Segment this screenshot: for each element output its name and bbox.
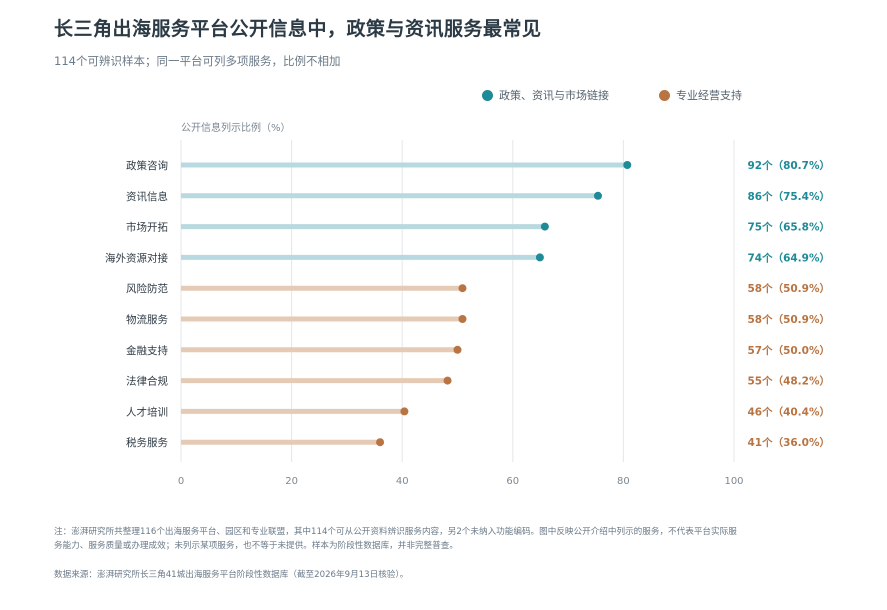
value-label: 41个（36.0%） — [747, 436, 830, 449]
lollipop-dot — [535, 253, 544, 262]
x-tick-label: 60 — [506, 476, 519, 487]
lollipop-dot — [376, 438, 385, 447]
value-label: 57个（50.0%） — [747, 344, 830, 357]
chart-subtitle: 114个可辨识样本；同一平台可列多项服务，比例不相加 — [54, 54, 341, 68]
value-label: 75个（65.8%） — [747, 221, 830, 234]
category-label: 金融支持 — [126, 344, 168, 357]
x-tick-label: 20 — [285, 476, 298, 487]
legend-item-professional: 专业经营支持 — [659, 87, 742, 103]
footnote: 注：澎湃研究所共整理116个出海服务平台、园区和专业联盟，其中114个可从公开资… — [54, 527, 737, 551]
lollipop-dot — [458, 284, 467, 293]
chart-title: 长三角出海服务平台公开信息中，政策与资讯服务最常见 — [54, 18, 542, 40]
lollipop-dot — [458, 315, 467, 323]
category-label: 资讯信息 — [126, 190, 168, 203]
lollipop-dot — [400, 407, 409, 416]
x-tick-label: 100 — [724, 476, 743, 487]
lollipop-dot — [540, 222, 549, 231]
lollipop-dot — [453, 345, 462, 354]
category-label: 风险防范 — [126, 282, 168, 295]
legend: 政策、资讯与市场链接 专业经营支持 — [482, 87, 742, 103]
category-label: 海外资源对接 — [105, 251, 168, 264]
value-label: 58个（50.9%） — [747, 282, 830, 295]
value-label: 58个（50.9%） — [747, 313, 830, 326]
lollipop-dot — [593, 191, 602, 200]
x-axis-label: 公开信息列示比例（%） — [181, 123, 291, 134]
legend-label: 政策、资讯与市场链接 — [499, 89, 609, 102]
value-label: 86个（75.4%） — [747, 190, 830, 203]
value-label: 92个（80.7%） — [747, 159, 830, 172]
category-label: 人才培训 — [126, 405, 168, 418]
category-label: 税务服务 — [126, 436, 168, 449]
x-tick-label: 0 — [178, 476, 184, 487]
lollipop-dot — [443, 376, 452, 385]
legend-dot-icon — [482, 89, 493, 101]
value-label: 55个（48.2%） — [747, 375, 830, 388]
legend-label: 专业经营支持 — [676, 89, 742, 102]
legend-dot-icon — [659, 89, 670, 101]
value-label: 74个（64.9%） — [747, 251, 830, 264]
lollipop-dot — [623, 161, 632, 169]
category-label: 物流服务 — [126, 313, 168, 326]
category-label: 政策咨询 — [126, 159, 168, 172]
value-label: 46个（40.4%） — [747, 405, 830, 418]
x-tick-label: 40 — [396, 476, 409, 487]
category-label: 市场开拓 — [126, 221, 168, 234]
legend-item-policy: 政策、资讯与市场链接 — [482, 87, 609, 103]
data-source: 数据来源：澎湃研究所长三角41城出海服务平台阶段性数据库（截至2026年9月13… — [54, 570, 409, 580]
x-tick-label: 80 — [617, 476, 630, 487]
category-label: 法律合规 — [126, 375, 168, 388]
